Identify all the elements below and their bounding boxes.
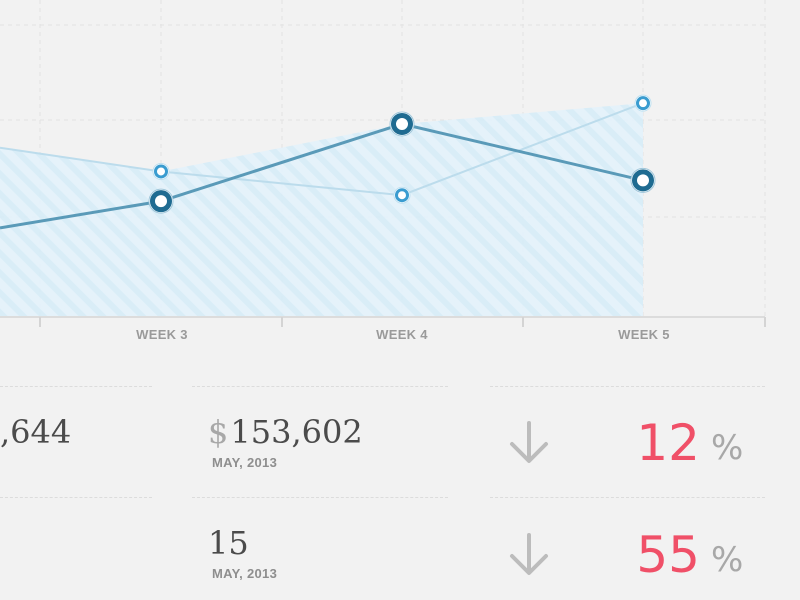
area-fill xyxy=(0,103,643,317)
percent-sign-row2: % xyxy=(711,540,744,580)
stat-date-row1: MAY, 2013 xyxy=(212,455,278,470)
data-point xyxy=(636,96,650,111)
percent-value-row1: 12 xyxy=(636,414,700,472)
stat-value-row2-col2: 15 xyxy=(208,524,249,562)
tick-label-week-4: WEEK 4 xyxy=(376,327,428,342)
divider xyxy=(0,497,152,498)
divider xyxy=(490,386,765,387)
x-ticks xyxy=(39,317,766,327)
arrow-down-icon xyxy=(510,533,548,575)
data-point xyxy=(632,169,654,192)
data-point xyxy=(154,164,168,179)
data-points xyxy=(148,94,656,214)
data-point xyxy=(150,190,172,213)
series-line-secondary xyxy=(0,102,644,197)
tick-label-week-5: WEEK 5 xyxy=(618,327,670,342)
line-chart xyxy=(0,0,766,327)
stat-value-row1-col2: $153,602 xyxy=(208,414,363,450)
tick-label-week-3: WEEK 3 xyxy=(136,327,188,342)
percent-sign-row1: % xyxy=(711,428,744,468)
arrow-down-icon xyxy=(510,421,548,463)
currency-symbol: $ xyxy=(208,413,229,451)
series-line-primary xyxy=(0,122,644,230)
divider xyxy=(490,497,765,498)
stat-value-row1-col1: ,644 xyxy=(0,413,72,451)
data-point xyxy=(395,188,409,203)
data-point xyxy=(391,112,413,135)
divider xyxy=(192,497,448,498)
series-lines xyxy=(0,102,644,230)
divider xyxy=(192,386,448,387)
stat-value: 153,602 xyxy=(230,413,363,451)
stat-date-row2: MAY, 2013 xyxy=(212,566,278,581)
percent-value-row2: 55 xyxy=(636,526,700,584)
divider xyxy=(0,386,152,387)
